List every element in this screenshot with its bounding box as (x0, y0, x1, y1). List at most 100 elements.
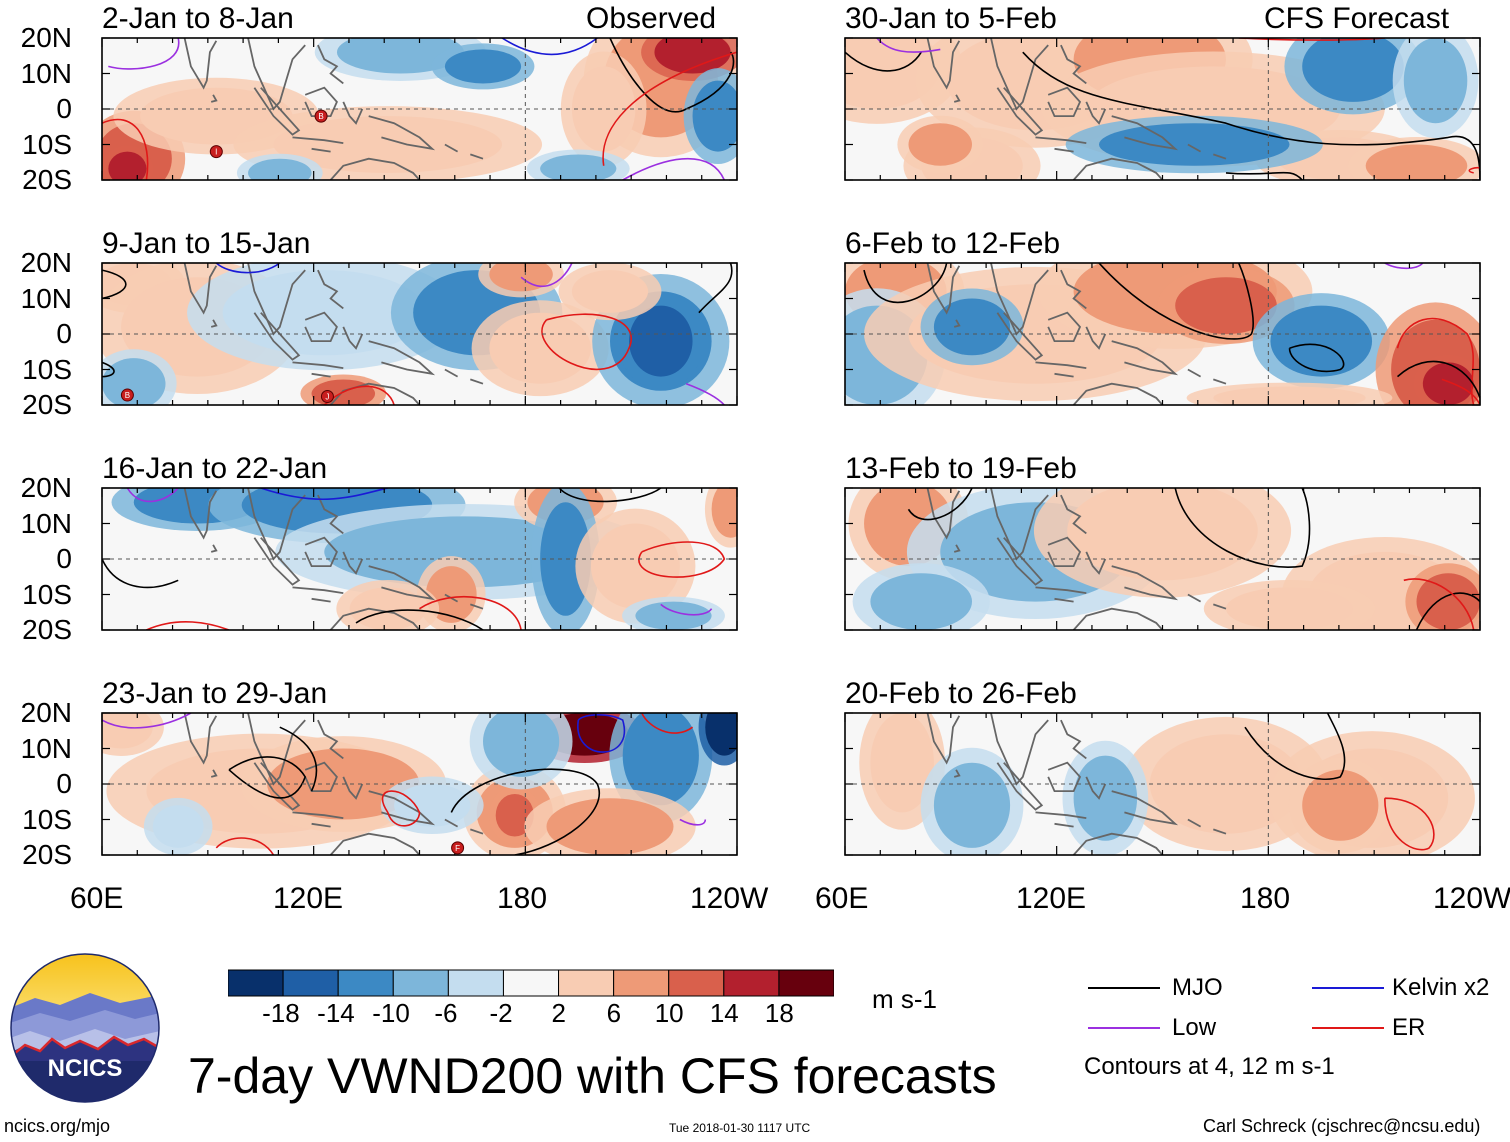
wave-contour (1415, 592, 1480, 630)
wave-contour (1244, 713, 1346, 780)
coastline (253, 87, 301, 136)
coastline (1072, 607, 1164, 630)
anomaly-core (273, 116, 503, 173)
coastline (253, 312, 301, 361)
anomaly-core (489, 312, 591, 384)
legend-line-mjo (1088, 987, 1160, 989)
storm-marker-letter: I (215, 148, 217, 157)
coastline (1047, 311, 1082, 342)
wave-contour (146, 621, 230, 630)
wave-contour (1403, 578, 1475, 630)
coastline (1111, 115, 1179, 151)
wave-contour (558, 488, 662, 503)
colorbar-swatch (447, 969, 504, 997)
wave-contour (602, 51, 737, 166)
lat-label: 20S (22, 839, 72, 870)
coastline (1035, 586, 1087, 594)
coastline (210, 319, 218, 328)
units-label: m s-1 (872, 984, 937, 1014)
coastline (1111, 340, 1179, 376)
lat-label: 10N (20, 282, 72, 314)
wave-contour (577, 713, 626, 753)
coastline (304, 536, 338, 567)
map-panel (844, 487, 1481, 631)
coastline (1054, 822, 1074, 828)
anomaly-core (546, 798, 674, 855)
lat-label: 20N (20, 472, 72, 503)
colorbar-swatch (558, 969, 615, 997)
coastline (183, 488, 218, 540)
anomaly-core (870, 713, 934, 813)
wave-contour (1238, 38, 1385, 41)
anomaly-core (1365, 144, 1468, 180)
coastline (996, 312, 1044, 361)
website-link[interactable]: ncics.org/mjo (4, 1116, 111, 1136)
logo-text: NCICS (48, 1055, 123, 1082)
wave-contour (1174, 488, 1311, 568)
coastline (342, 776, 364, 800)
colorbar-swatch (282, 969, 339, 997)
coastline (317, 494, 344, 535)
legend-line-low (1088, 1027, 1160, 1029)
wave-contour (381, 790, 421, 827)
coastline (1085, 776, 1107, 800)
coastline (1187, 143, 1202, 153)
wave-contour (863, 263, 948, 304)
coastline (210, 769, 218, 778)
lat-label: 20N (20, 22, 72, 53)
anomaly-core (102, 358, 166, 405)
panel-period-fc-1: 30-Jan to 5-Feb (845, 2, 1057, 35)
coastline (996, 537, 1044, 586)
coastline (1085, 101, 1107, 125)
coastline (1054, 147, 1074, 153)
map-panel (101, 487, 738, 631)
wave-contour (685, 382, 725, 405)
coastline (1213, 378, 1227, 385)
anomaly-core (705, 713, 737, 756)
coastline (1085, 326, 1107, 350)
storm-marker-letter: F (455, 844, 460, 853)
coastline (292, 361, 344, 369)
anomaly-core (1073, 755, 1138, 841)
anomaly-core (483, 713, 560, 777)
coastline (953, 544, 961, 553)
lat-label: 20N (20, 697, 72, 728)
anomaly-core (540, 154, 617, 180)
wave-contour (501, 38, 598, 56)
colorbar-swatch (723, 969, 780, 997)
anomaly-core (933, 298, 1011, 356)
coastline (1213, 153, 1227, 160)
coastline (996, 87, 1044, 136)
forecast-label: CFS Forecast (1264, 2, 1450, 35)
lat-label: 20S (22, 164, 72, 195)
anomaly-core (1270, 305, 1373, 377)
panel-period-obs-1: 2-Jan to 8-Jan (102, 2, 294, 35)
wave-contour (102, 713, 192, 729)
anomaly-core (635, 601, 712, 630)
colorbar-tick-label: 6 (606, 998, 622, 1028)
anomaly-core (654, 38, 731, 74)
coastline (1054, 597, 1074, 603)
legend-line-er (1312, 1027, 1384, 1029)
ncics-logo: NCICS (10, 953, 160, 1103)
lon-label-180-left: 180 (497, 882, 548, 915)
panel-period-obs-4: 23-Jan to 29-Jan (102, 677, 328, 710)
wave-contour (698, 263, 733, 314)
coastline (470, 603, 484, 610)
anomaly-core (629, 305, 693, 377)
lon-label-120e-left: 120E (273, 882, 344, 915)
wave-contour (279, 726, 318, 792)
legend-label-kelvin: Kelvin x2 (1392, 974, 1490, 1001)
anomaly-core (1416, 573, 1480, 630)
coastline (304, 761, 338, 792)
coastline (1187, 368, 1202, 378)
coastline (996, 762, 1044, 811)
panel-period-obs-3: 16-Jan to 22-Jan (102, 452, 328, 485)
colorbar-swatch (502, 969, 560, 997)
map-panel (844, 37, 1481, 181)
lat-label: 10S (22, 803, 72, 835)
contours-note: Contours at 4, 12 m s-1 (1084, 1053, 1335, 1080)
wave-contour (102, 361, 115, 378)
coastline (1213, 828, 1227, 835)
coastline (1085, 551, 1107, 575)
